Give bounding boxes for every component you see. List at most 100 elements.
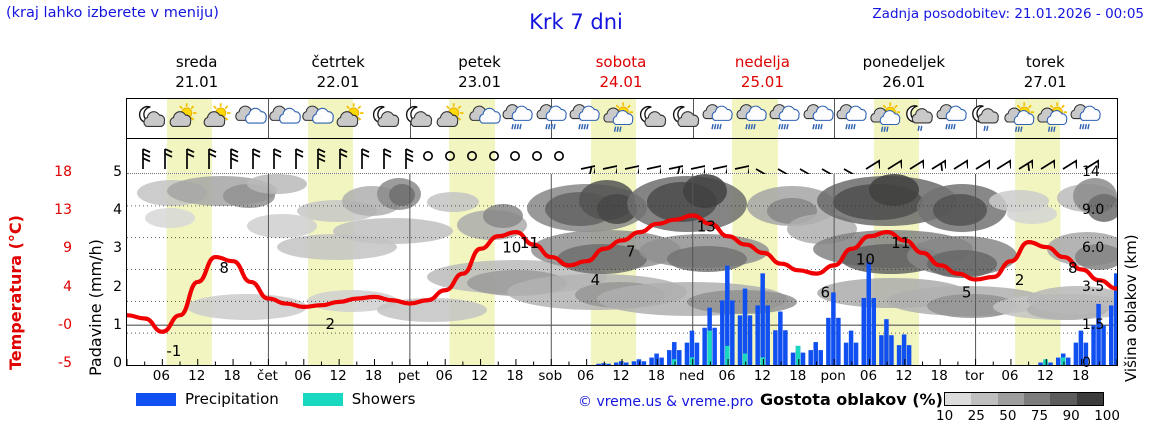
sun-cloud-rain-icon xyxy=(1003,102,1037,136)
sun-cloud-icon xyxy=(168,102,202,136)
time-tick-0: 06 xyxy=(152,368,170,384)
cloud-height-axis-title: Višina oblakov (km) xyxy=(1122,234,1140,382)
moon-cloud-rain-icon xyxy=(969,102,1003,136)
time-tick-16: 06 xyxy=(718,368,736,384)
day-date: 25.01 xyxy=(740,73,784,92)
sun-cloud-icon xyxy=(435,102,469,136)
cloud-rain-icon xyxy=(502,102,536,136)
density-step-0 xyxy=(945,393,972,405)
wind-barb xyxy=(241,139,277,174)
time-tick-21: 12 xyxy=(895,368,913,384)
moon-cloud-rain-icon xyxy=(903,102,937,136)
cloud-rain-icon xyxy=(536,102,570,136)
wind-barb xyxy=(985,139,1021,174)
wind-barb-calm xyxy=(438,139,474,174)
day-header-3: petek 23.01 xyxy=(409,52,550,96)
day-date: 21.01 xyxy=(175,73,219,92)
precipitation-tick-5: 0 xyxy=(113,355,122,371)
cloud-density-title: Gostota oblakov (%) xyxy=(760,390,943,409)
temperature-point-label: 8 xyxy=(1068,259,1078,277)
day-date: 24.01 xyxy=(599,73,643,92)
cloud-rain-icon xyxy=(569,102,603,136)
day-date: 22.01 xyxy=(316,73,360,92)
temperature-point-label: 11 xyxy=(520,234,539,252)
wind-barb-calm xyxy=(416,139,452,174)
series-legend: Precipitation Showers xyxy=(136,390,415,408)
time-tick-7: pet xyxy=(397,368,420,384)
temperature-tick-0: 18 xyxy=(54,164,72,180)
wind-barb xyxy=(591,139,627,174)
density-step-5 xyxy=(1076,393,1103,405)
wind-barb xyxy=(1029,139,1065,174)
wind-barb xyxy=(175,139,211,174)
legend-showers: Showers xyxy=(302,390,416,408)
wind-barb xyxy=(1073,139,1109,174)
day-name: torek xyxy=(1025,53,1065,71)
moon-cloud-icon xyxy=(636,102,670,136)
cloud-icon xyxy=(302,102,336,136)
wind-barb xyxy=(942,139,978,174)
density-tick-0: 10 xyxy=(936,408,954,424)
day-name: sobota xyxy=(595,53,647,71)
showers-label: Showers xyxy=(351,390,416,408)
temperature-point-label: 2 xyxy=(325,315,335,333)
daylight-band xyxy=(166,139,212,173)
wind-barb xyxy=(613,139,649,174)
density-tick-3: 75 xyxy=(1030,408,1049,424)
sun-cloud-icon xyxy=(202,102,236,136)
wind-barb xyxy=(372,139,408,174)
temperature-point-label: 2 xyxy=(1015,271,1025,289)
meteogram-plot: -1 8 2 10 4 11 7 13 6 11 5 10 2 8 xyxy=(124,98,1133,366)
wind-barb-calm xyxy=(547,139,583,174)
wind-barb xyxy=(635,139,671,174)
cloud-rain-icon xyxy=(936,102,970,136)
day-header-5: nedelja 25.01 xyxy=(692,52,833,96)
time-tick-11: sob xyxy=(538,368,563,384)
time-tick-15: ned xyxy=(678,368,705,384)
day-name: ponedeljek xyxy=(862,53,946,71)
cloud-density-ticks: 10 25 50 75 90 100 xyxy=(936,408,1120,424)
cloud-icon xyxy=(235,102,269,136)
time-tick-26: 18 xyxy=(1072,368,1090,384)
day-header-2: četrtek 22.01 xyxy=(267,52,408,96)
chart-svg: -1 8 2 10 4 11 7 13 6 11 5 10 2 8 xyxy=(124,174,1133,365)
day-name: sreda xyxy=(175,53,218,71)
cloud-tick-5: 0 xyxy=(1082,355,1091,371)
day-date: 27.01 xyxy=(1023,73,1067,92)
precipitation-tick-2: 3 xyxy=(113,240,122,257)
density-tick-1: 25 xyxy=(967,408,985,424)
time-tick-1: 12 xyxy=(188,368,206,384)
temperature-point-label: 5 xyxy=(962,284,972,302)
day-header-band: sreda 21.01 četrtek 22.01 petek 23.01 sobota 24… xyxy=(126,52,1118,96)
day-header-6: ponedeljek 26.01 xyxy=(833,52,974,96)
wind-barb xyxy=(284,139,320,174)
time-tick-14: 18 xyxy=(647,368,665,384)
temperature-tick-5: -5 xyxy=(58,355,72,371)
wind-barb xyxy=(1007,139,1043,174)
credit-link[interactable]: © vreme.us & vreme.pro xyxy=(578,394,754,410)
time-tick-23: tor xyxy=(965,368,985,384)
cloud-tick-0: 14 xyxy=(1082,164,1100,180)
time-tick-17: 12 xyxy=(753,368,772,384)
density-step-1 xyxy=(971,393,998,405)
cloud-tick-3: 3.5 xyxy=(1082,278,1105,295)
time-tick-5: 12 xyxy=(329,368,347,384)
wind-barb-calm xyxy=(525,139,561,174)
temperature-point-label: 4 xyxy=(591,271,601,289)
temperature-axis-title: Temperatura (°C) xyxy=(6,215,25,370)
page-title: Krk 7 dni xyxy=(529,10,623,34)
cloud-rain-icon xyxy=(702,102,736,136)
day-date: 23.01 xyxy=(458,73,502,92)
precipitation-tick-3: 2 xyxy=(113,278,122,295)
density-tick-2: 50 xyxy=(999,408,1017,424)
time-tick-3: čet xyxy=(256,368,278,384)
temperature-point-label: 11 xyxy=(891,234,910,252)
temperature-tick-2: 9 xyxy=(63,240,72,257)
showers-swatch xyxy=(302,392,343,406)
precipitation-tick-4: 1 xyxy=(113,316,122,333)
moon-cloud-icon xyxy=(402,102,436,136)
wind-barb-calm xyxy=(482,139,518,174)
time-tick-20: 06 xyxy=(859,368,878,384)
density-step-3 xyxy=(1023,393,1051,405)
location-hint: (kraj lahko izberete v meniju) xyxy=(6,5,219,21)
